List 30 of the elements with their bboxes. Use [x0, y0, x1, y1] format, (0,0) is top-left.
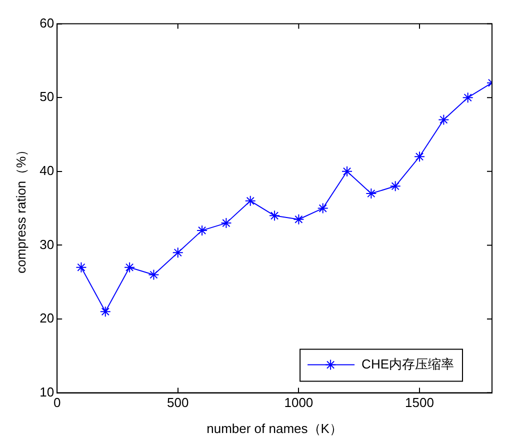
point — [124, 262, 136, 273]
legend-label: CHE内存压缩率 — [362, 356, 454, 372]
point — [269, 210, 280, 222]
point — [462, 92, 474, 104]
point — [390, 180, 401, 192]
y-tick-label: 40 — [40, 162, 54, 178]
y-tick-label: 30 — [40, 236, 54, 252]
point — [342, 166, 353, 177]
point — [438, 114, 450, 126]
point — [76, 262, 87, 273]
y-tick-label: 60 — [40, 15, 54, 30]
point — [196, 224, 208, 236]
point — [414, 151, 426, 162]
x-axis-title: number of names（K） — [206, 420, 342, 436]
point — [244, 195, 256, 206]
point — [317, 202, 328, 214]
y-tick-label: 50 — [40, 89, 54, 104]
x-tick-label: 0 — [53, 395, 61, 410]
x-tick-label: 1500 — [405, 395, 434, 410]
point — [148, 269, 160, 280]
x-tick-label: 500 — [167, 395, 189, 410]
point — [366, 188, 377, 200]
x-tick-label: 1000 — [284, 395, 314, 410]
point — [293, 214, 304, 225]
y-tick-label: 20 — [40, 310, 54, 326]
point — [100, 306, 111, 318]
point — [220, 218, 232, 229]
y-axis-title: compress ration（%） — [13, 143, 28, 274]
point — [172, 247, 184, 258]
y-tick-label: 10 — [40, 384, 54, 400]
